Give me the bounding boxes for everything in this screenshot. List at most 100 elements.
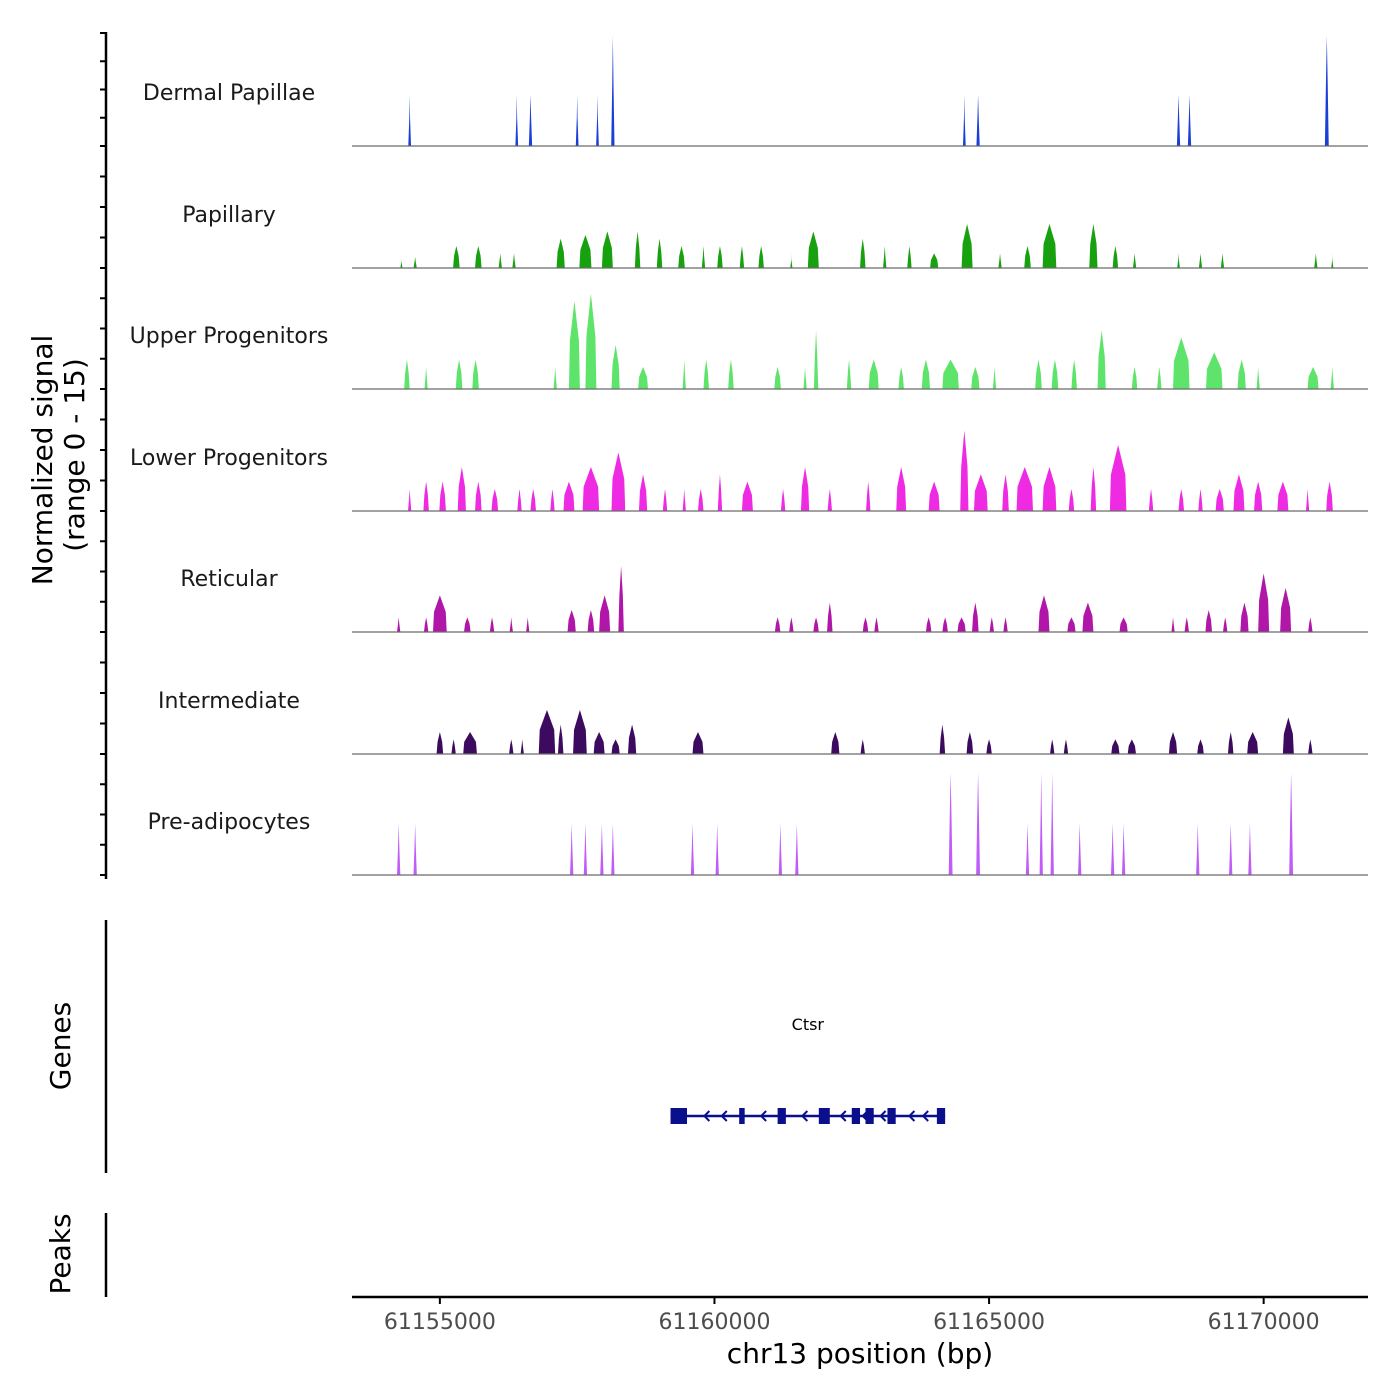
signal-peak	[1233, 474, 1245, 511]
track-papillary: Papillary	[182, 203, 1368, 269]
strand-arrow	[702, 1110, 711, 1122]
x-tick-label: 61160000	[658, 1310, 770, 1335]
signal-peak	[741, 481, 753, 511]
signal-peak	[455, 359, 463, 389]
x-tick-label: 61165000	[933, 1310, 1045, 1335]
signal-peak	[509, 739, 514, 754]
signal-peak	[397, 823, 401, 875]
signal-peak	[413, 257, 417, 268]
signal-peak	[457, 467, 466, 511]
signal-peak	[803, 367, 807, 389]
signal-peak	[1119, 617, 1128, 632]
signal-peak	[862, 617, 869, 632]
signal-peak	[475, 246, 482, 268]
x-tick-label: 61155000	[384, 1310, 496, 1335]
signal-peak	[528, 94, 533, 146]
signal-peak	[883, 246, 887, 268]
signal-peak	[1184, 617, 1189, 632]
signal-peak	[758, 246, 764, 268]
signal-peak	[896, 467, 907, 511]
signal-peak	[618, 566, 624, 632]
signal-peak	[1205, 610, 1213, 632]
signal-peak	[1042, 224, 1057, 268]
signal-peak	[1176, 94, 1181, 146]
signal-peak	[1277, 481, 1289, 511]
signal-peak	[1063, 739, 1069, 754]
signal-peak	[866, 481, 871, 511]
signal-peak	[1307, 367, 1319, 389]
signal-peak	[715, 823, 719, 875]
signal-peak	[1220, 253, 1225, 268]
y-axis: Normalized signal (range 0 - 15)	[26, 32, 108, 879]
x-axis: chr13 position (bp) 61155000 61160000 6116…	[352, 1295, 1368, 1370]
signal-peak	[596, 94, 599, 146]
signal-peak	[587, 610, 595, 632]
signal-peak	[1068, 489, 1075, 511]
signal-peak	[1198, 253, 1203, 268]
signal-peak	[599, 595, 611, 632]
signal-peak	[728, 359, 734, 389]
signal-peak	[778, 823, 783, 875]
signal-peak	[585, 293, 597, 389]
signal-peak	[498, 253, 502, 268]
signal-peak	[1082, 602, 1094, 632]
signal-peak	[1090, 467, 1097, 511]
signal-peak	[400, 257, 403, 268]
track-label: Intermediate	[158, 689, 300, 714]
signal-peak	[827, 489, 832, 511]
signal-peak	[860, 238, 866, 268]
track-label: Reticular	[180, 567, 278, 592]
signal-peak	[1051, 359, 1059, 389]
signal-peak	[846, 359, 852, 389]
signal-peak	[1025, 823, 1030, 875]
strand-arrow	[839, 1110, 847, 1122]
signal-peak	[1121, 823, 1126, 875]
signal-peak	[690, 823, 695, 875]
signal-peak	[868, 359, 879, 389]
signal-peak	[1173, 337, 1190, 389]
signal-peak	[638, 367, 649, 389]
signal-peak	[1240, 602, 1249, 632]
signal-peak	[601, 231, 613, 268]
signal-peak	[573, 710, 587, 754]
track-label: Upper Progenitors	[130, 324, 329, 349]
signal-peak	[1330, 367, 1334, 389]
strand-arrow	[921, 1110, 929, 1122]
signal-peak	[1247, 732, 1259, 754]
track-intermediate: Intermediate	[158, 689, 1368, 755]
signal-peak	[1248, 823, 1252, 875]
signal-peak	[582, 467, 600, 511]
signal-peak	[957, 617, 966, 632]
signal-peak	[992, 367, 997, 389]
signal-peak	[464, 617, 471, 632]
genes-panel-label: Genes	[44, 1002, 77, 1090]
signal-peak	[656, 238, 663, 268]
signal-peak	[567, 610, 576, 632]
signal-peak	[1132, 253, 1137, 268]
signal-peak	[557, 724, 564, 754]
signal-peak	[921, 359, 931, 389]
signal-peak	[530, 489, 536, 511]
signal-peak	[948, 772, 953, 875]
signal-peak	[1197, 739, 1204, 754]
signal-peak	[1305, 489, 1310, 511]
signal-peak	[451, 739, 456, 754]
signal-peak	[961, 224, 973, 268]
signal-peak	[1016, 467, 1033, 511]
signal-peak	[553, 367, 557, 389]
peaks-panel: Peaks	[44, 1213, 108, 1297]
signal-peak	[976, 94, 980, 146]
signal-peak	[1168, 732, 1178, 754]
signal-peak	[1237, 359, 1246, 389]
signal-peak	[701, 246, 706, 268]
signal-peak	[638, 474, 648, 511]
signal-peak	[1227, 732, 1234, 754]
signal-peak	[408, 94, 412, 146]
track-label: Dermal Papillae	[143, 81, 315, 106]
gene-exon	[851, 1108, 860, 1124]
signal-peak	[986, 739, 992, 754]
track-label: Papillary	[182, 203, 276, 228]
signal-peak	[678, 246, 685, 268]
signal-peak	[463, 732, 477, 754]
signal-peak	[789, 617, 794, 632]
